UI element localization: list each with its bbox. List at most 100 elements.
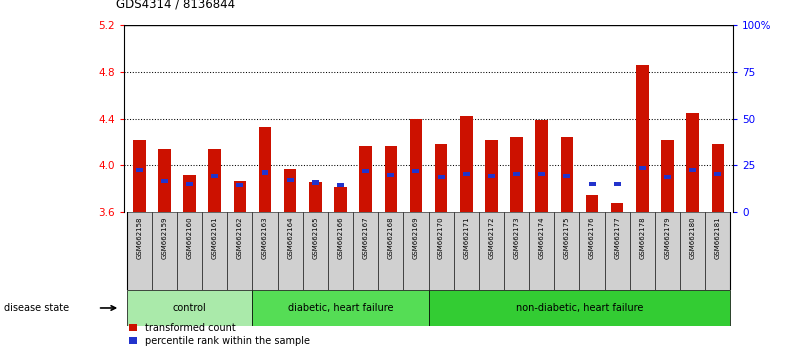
Bar bbox=[208, 149, 221, 212]
Bar bbox=[211, 174, 218, 178]
Bar bbox=[554, 212, 579, 290]
Bar bbox=[463, 172, 469, 176]
Bar bbox=[429, 290, 731, 326]
Bar bbox=[202, 212, 227, 290]
Bar bbox=[360, 145, 372, 212]
Bar bbox=[284, 169, 296, 212]
Bar bbox=[605, 212, 630, 290]
Bar bbox=[561, 137, 574, 212]
Bar bbox=[312, 181, 319, 184]
Bar bbox=[579, 212, 605, 290]
Bar bbox=[328, 212, 353, 290]
Bar bbox=[636, 65, 649, 212]
Bar bbox=[152, 212, 177, 290]
Text: GSM662178: GSM662178 bbox=[639, 216, 646, 259]
Text: GSM662163: GSM662163 bbox=[262, 216, 268, 259]
Text: GSM662165: GSM662165 bbox=[312, 216, 318, 259]
Bar bbox=[252, 212, 278, 290]
Bar bbox=[630, 212, 655, 290]
Bar bbox=[661, 140, 674, 212]
Bar bbox=[538, 172, 545, 176]
Text: GSM662166: GSM662166 bbox=[337, 216, 344, 259]
Bar bbox=[611, 203, 623, 212]
Bar bbox=[639, 166, 646, 170]
Text: GSM662162: GSM662162 bbox=[237, 216, 243, 259]
Bar bbox=[133, 140, 146, 212]
Bar bbox=[186, 182, 193, 186]
Bar bbox=[686, 113, 699, 212]
Text: GSM662167: GSM662167 bbox=[363, 216, 368, 259]
Bar bbox=[309, 182, 322, 212]
Bar bbox=[262, 171, 268, 175]
Bar bbox=[413, 169, 420, 173]
Bar bbox=[485, 140, 497, 212]
Text: GSM662174: GSM662174 bbox=[539, 216, 545, 259]
Bar bbox=[586, 195, 598, 212]
Text: GSM662161: GSM662161 bbox=[211, 216, 218, 259]
Bar bbox=[404, 212, 429, 290]
Bar bbox=[589, 182, 595, 186]
Text: GSM662171: GSM662171 bbox=[463, 216, 469, 259]
Bar bbox=[614, 182, 621, 186]
Text: GDS4314 / 8136844: GDS4314 / 8136844 bbox=[116, 0, 235, 11]
Bar bbox=[535, 120, 548, 212]
Bar bbox=[664, 175, 671, 179]
Text: disease state: disease state bbox=[4, 303, 69, 313]
Text: GSM662170: GSM662170 bbox=[438, 216, 444, 259]
Bar bbox=[711, 144, 724, 212]
Bar bbox=[655, 212, 680, 290]
Bar bbox=[127, 290, 252, 326]
Text: GSM662176: GSM662176 bbox=[589, 216, 595, 259]
Bar bbox=[435, 144, 448, 212]
Bar bbox=[127, 212, 152, 290]
Text: GSM662177: GSM662177 bbox=[614, 216, 620, 259]
Bar bbox=[278, 212, 303, 290]
Bar bbox=[384, 145, 397, 212]
Bar bbox=[714, 172, 721, 176]
Bar bbox=[409, 119, 422, 212]
Bar bbox=[353, 212, 378, 290]
Text: GSM662173: GSM662173 bbox=[513, 216, 520, 259]
Bar bbox=[479, 212, 504, 290]
Text: GSM662169: GSM662169 bbox=[413, 216, 419, 259]
Bar bbox=[388, 173, 394, 177]
Bar bbox=[303, 212, 328, 290]
Bar bbox=[488, 174, 495, 178]
Bar bbox=[252, 290, 429, 326]
Bar bbox=[429, 212, 453, 290]
Bar bbox=[513, 172, 520, 176]
Text: diabetic, heart failure: diabetic, heart failure bbox=[288, 303, 393, 313]
Bar bbox=[362, 169, 369, 173]
Bar bbox=[236, 183, 244, 188]
Bar bbox=[158, 149, 171, 212]
Bar bbox=[259, 127, 272, 212]
Text: GSM662164: GSM662164 bbox=[288, 216, 293, 259]
Bar bbox=[529, 212, 554, 290]
Text: GSM662159: GSM662159 bbox=[162, 216, 167, 259]
Bar bbox=[437, 175, 445, 179]
Text: GSM662175: GSM662175 bbox=[564, 216, 570, 259]
Text: GSM662158: GSM662158 bbox=[136, 216, 143, 259]
Text: GSM662180: GSM662180 bbox=[690, 216, 695, 259]
Bar bbox=[234, 181, 246, 212]
Bar bbox=[227, 212, 252, 290]
Bar bbox=[460, 116, 473, 212]
Text: non-diabetic, heart failure: non-diabetic, heart failure bbox=[516, 303, 643, 313]
Bar bbox=[705, 212, 731, 290]
Bar bbox=[510, 137, 523, 212]
Bar bbox=[161, 179, 168, 183]
Text: GSM662160: GSM662160 bbox=[187, 216, 192, 259]
Legend: transformed count, percentile rank within the sample: transformed count, percentile rank withi… bbox=[129, 323, 309, 346]
Bar bbox=[183, 175, 196, 212]
Bar bbox=[287, 177, 294, 182]
Text: GSM662181: GSM662181 bbox=[714, 216, 721, 259]
Bar bbox=[337, 183, 344, 188]
Bar bbox=[689, 168, 696, 172]
Text: GSM662172: GSM662172 bbox=[489, 216, 494, 259]
Text: control: control bbox=[173, 303, 207, 313]
Bar bbox=[334, 187, 347, 212]
Bar bbox=[378, 212, 404, 290]
Bar bbox=[504, 212, 529, 290]
Bar bbox=[136, 168, 143, 172]
Bar bbox=[563, 174, 570, 178]
